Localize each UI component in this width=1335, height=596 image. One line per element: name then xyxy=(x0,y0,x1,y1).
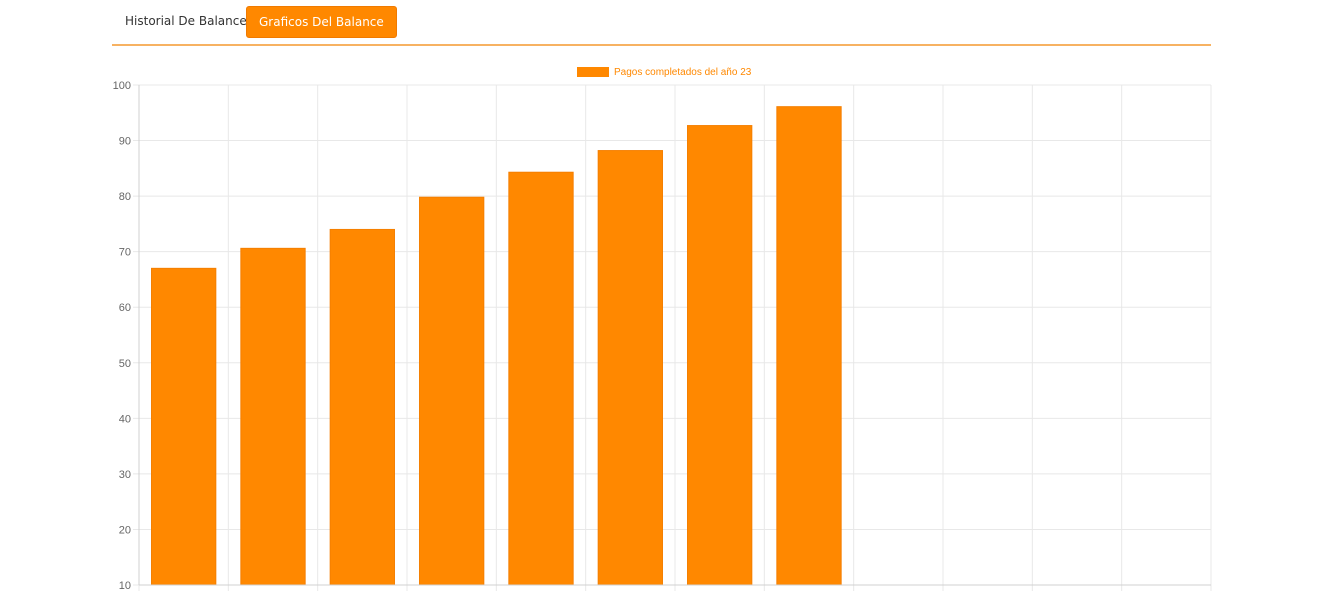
chart-grid xyxy=(133,84,1212,591)
bar[interactable] xyxy=(151,267,217,586)
bar[interactable] xyxy=(687,125,753,586)
y-tick-label: 80 xyxy=(119,191,131,203)
tab-graficos-del-balance[interactable]: Graficos Del Balance xyxy=(246,6,397,38)
chart-legend[interactable]: Pagos completados del año 23 xyxy=(577,67,752,78)
bar[interactable] xyxy=(597,150,663,586)
tab-historial-de-balance[interactable]: Historial De Balance xyxy=(125,14,247,28)
bar[interactable] xyxy=(240,247,306,586)
chart-bars xyxy=(151,106,842,586)
y-tick-label: 20 xyxy=(119,524,131,536)
bar[interactable] xyxy=(419,196,485,586)
y-tick-label: 100 xyxy=(113,80,131,92)
bar[interactable] xyxy=(329,228,395,586)
y-axis: 10 20 30 40 50 60 70 80 90 100 xyxy=(113,80,1211,592)
y-tick-label: 40 xyxy=(119,413,131,425)
bar[interactable] xyxy=(776,106,842,586)
y-tick-label: 70 xyxy=(119,247,131,259)
tab-bar: Historial De Balance Graficos Del Balanc… xyxy=(112,0,1211,46)
y-tick-label: 60 xyxy=(119,302,131,314)
y-tick-label: 10 xyxy=(119,580,131,592)
bar[interactable] xyxy=(508,171,574,586)
y-tick-label: 30 xyxy=(119,469,131,481)
legend-label: Pagos completados del año 23 xyxy=(614,67,752,78)
y-tick-label: 50 xyxy=(119,358,131,370)
legend-swatch xyxy=(577,67,609,77)
y-tick-label: 90 xyxy=(119,136,131,148)
